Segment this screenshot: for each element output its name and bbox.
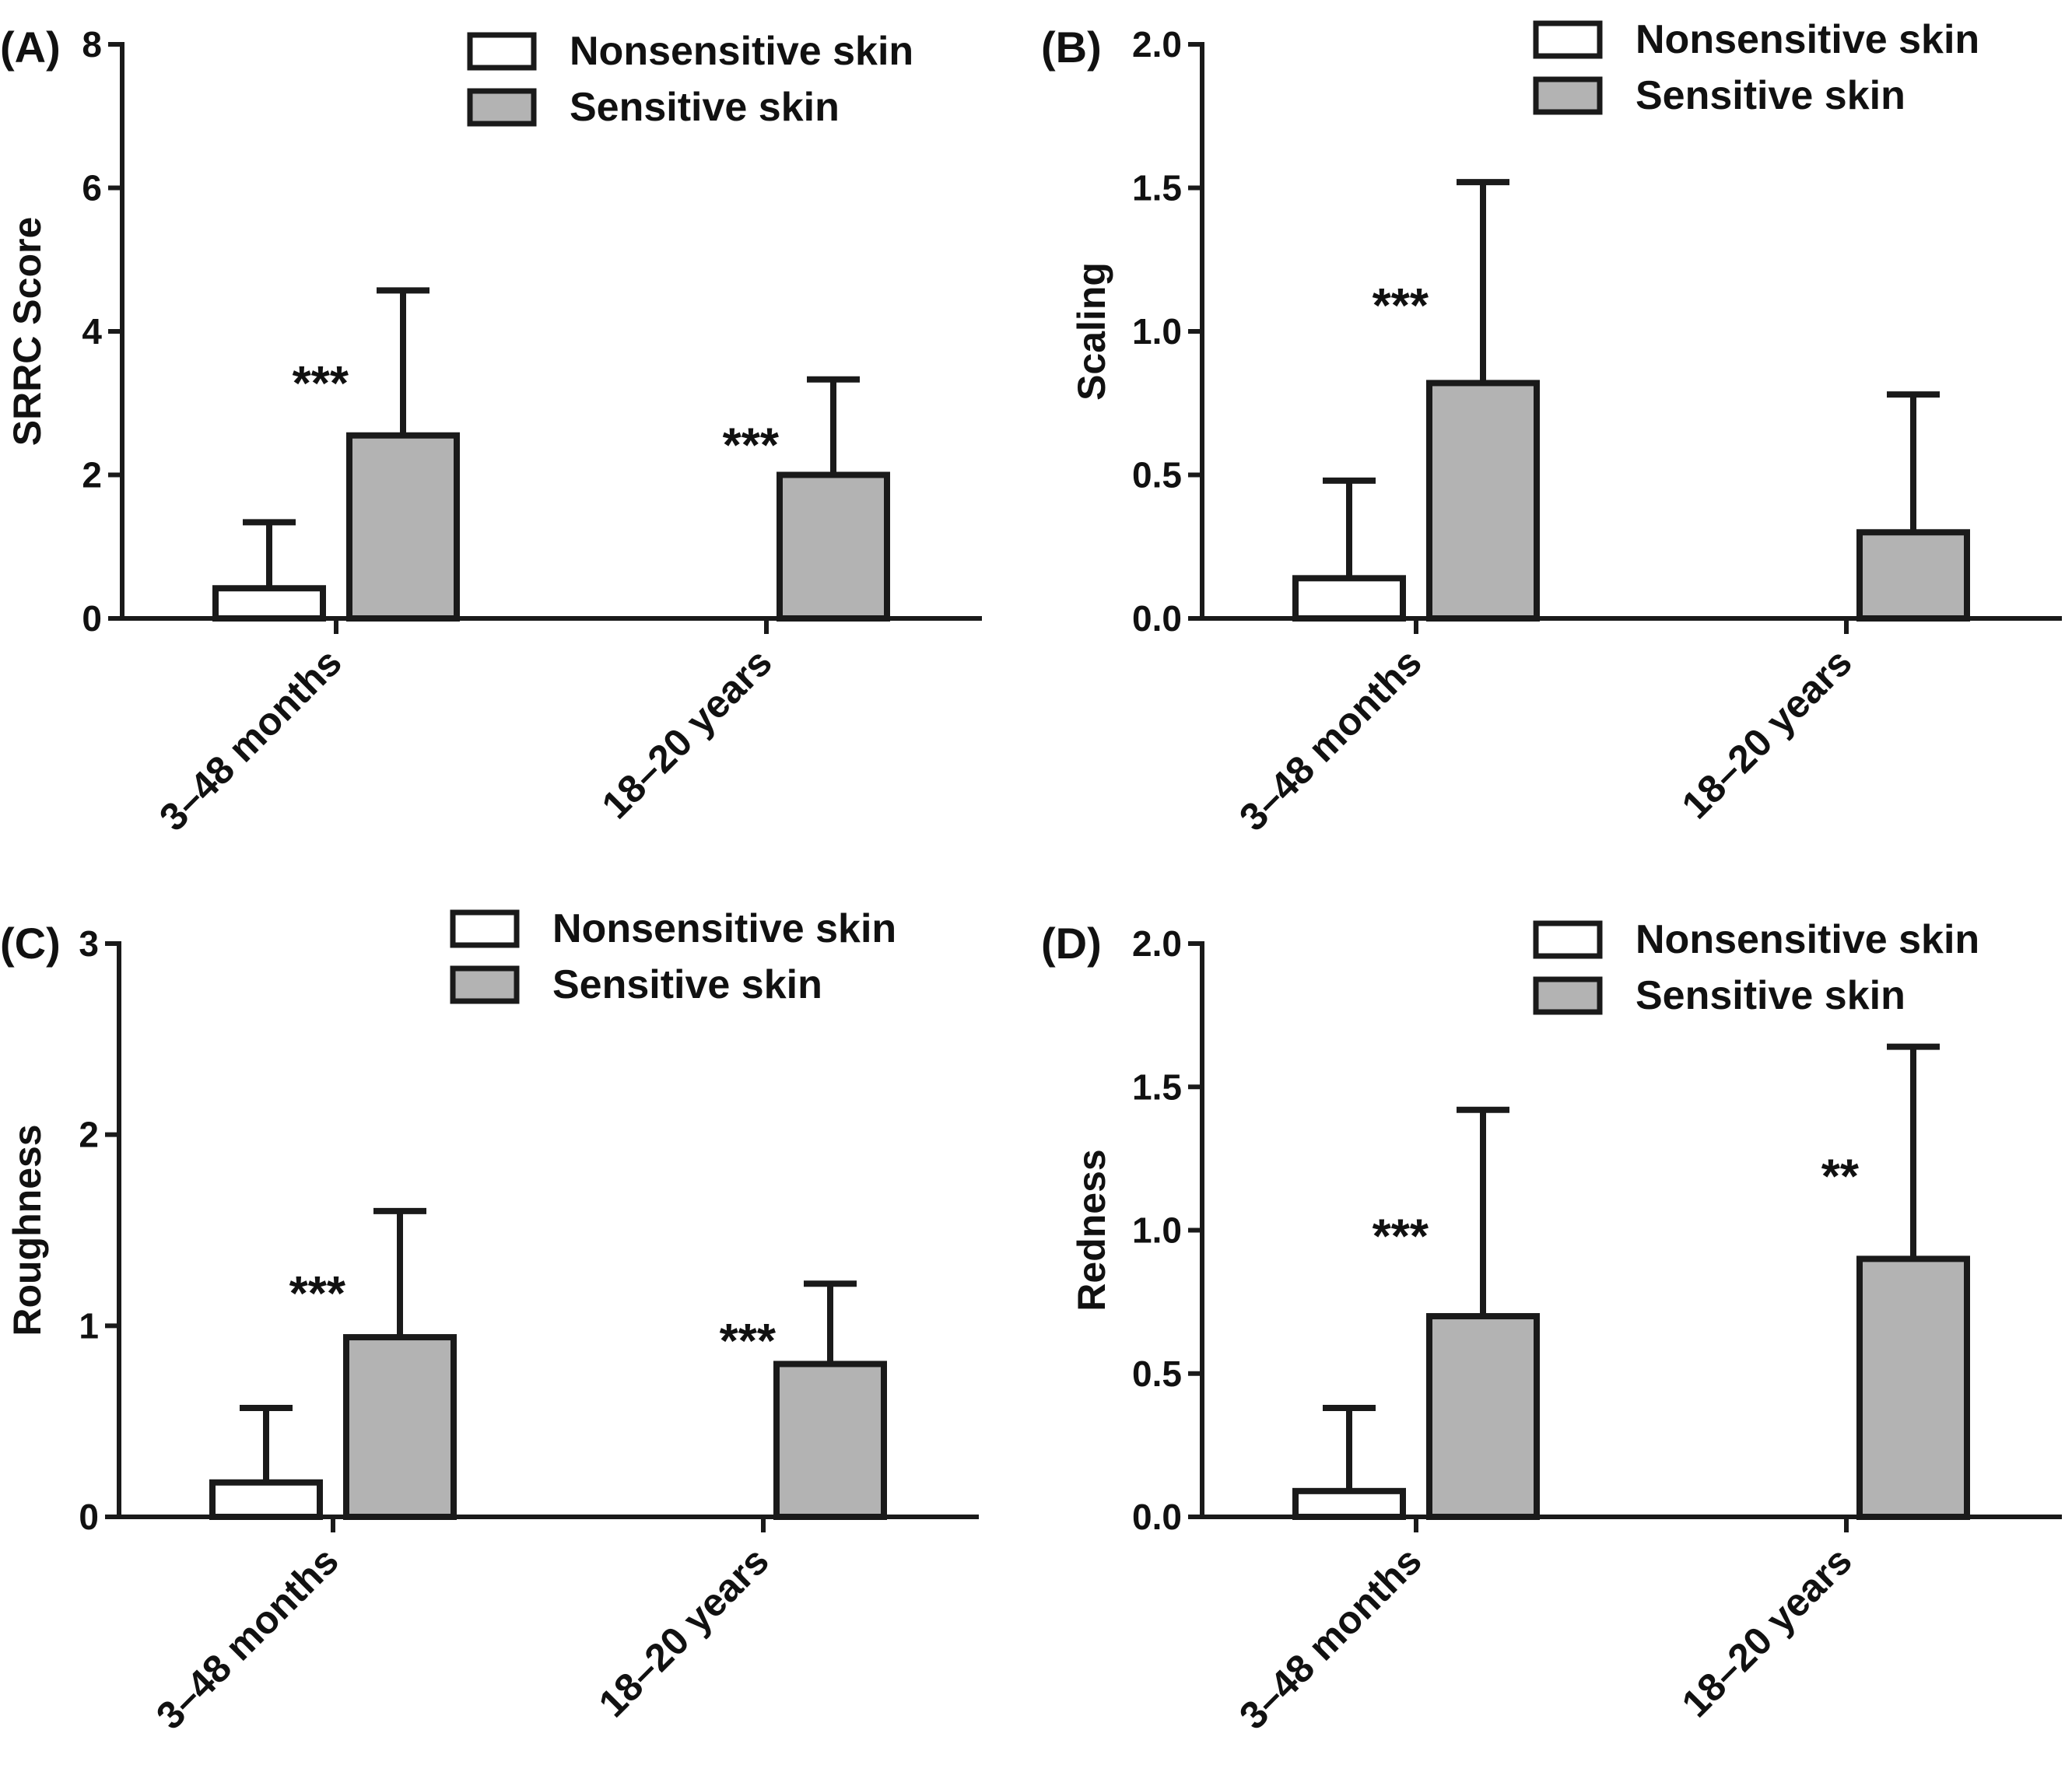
bar-nonsensitive [1292, 1487, 1406, 1520]
legend-swatch-sensitive [1533, 976, 1603, 1015]
x-tick-label: 3–48 months [151, 640, 350, 839]
legend-swatch-nonsensitive [1533, 920, 1603, 959]
bar-sensitive [343, 1334, 457, 1521]
y-tick-label: 0.0 [1132, 1497, 1182, 1537]
y-axis-label: Roughness [5, 1124, 49, 1336]
y-tick-label: 1.5 [1132, 1066, 1182, 1107]
x-tick-label: 3–48 months [1231, 1539, 1430, 1738]
y-tick-label: 0 [82, 598, 102, 639]
bar-sensitive [1426, 1313, 1540, 1521]
significance-marker: ** [1821, 1150, 1860, 1204]
significance-marker: *** [720, 1315, 777, 1368]
y-tick-label: 0.0 [1132, 598, 1182, 639]
bar-nonsensitive [212, 585, 326, 622]
legend-label: Nonsensitive skin [1636, 17, 1979, 62]
bar-sensitive [346, 432, 460, 622]
y-tick-label: 2 [79, 1115, 99, 1155]
chart-panel-a: (A) SRRC Score 0 2 4 6 8 3–48 months *** 18–20 ye… [0, 23, 982, 839]
y-tick-label: 6 [82, 168, 102, 208]
panel-label: (D) [1041, 919, 1102, 968]
significance-marker: *** [293, 357, 349, 411]
legend-swatch-nonsensitive [1533, 20, 1603, 59]
x-tick-label: 3–48 months [1231, 640, 1430, 839]
significance-marker: *** [1373, 279, 1429, 333]
bar-sensitive [773, 1361, 887, 1521]
bar-sensitive [777, 471, 890, 622]
chart-panel-b: (B) Scaling 0.0 0.5 1.0 1.5 2.0 3–48 months *** 1… [1041, 17, 2062, 839]
legend-label: Nonsensitive skin [570, 29, 913, 74]
significance-marker: *** [1373, 1210, 1429, 1264]
y-axis-label: SRRC Score [5, 217, 49, 447]
y-axis-label: Redness [1070, 1149, 1113, 1311]
y-tick-label: 1.0 [1132, 1210, 1182, 1251]
chart-panel-d: (D) Redness 0.0 0.5 1.0 1.5 2.0 3–48 months *** 1… [1041, 917, 2062, 1738]
legend-swatch-sensitive [1533, 76, 1603, 115]
y-tick-label: 4 [82, 311, 102, 352]
y-tick-label: 0.5 [1132, 1354, 1182, 1394]
legend-swatch-nonsensitive [450, 909, 520, 948]
legend-label: Sensitive skin [570, 85, 840, 130]
x-tick-label: 18–20 years [1674, 640, 1860, 827]
y-tick-label: 8 [82, 24, 102, 65]
chart-panel-c: (C) Roughness 0 1 2 3 3–48 months *** 18–20 year… [0, 906, 979, 1738]
x-tick-label: 18–20 years [591, 1539, 777, 1725]
significance-marker: *** [723, 418, 780, 472]
legend-label: Nonsensitive skin [552, 906, 896, 951]
y-tick-label: 0.5 [1132, 455, 1182, 496]
bar-sensitive [1856, 529, 1970, 622]
panel-label: (C) [0, 919, 61, 968]
legend-label: Sensitive skin [1636, 973, 1905, 1018]
bar-nonsensitive [1292, 575, 1406, 622]
y-axis-label: Scaling [1070, 262, 1113, 401]
y-tick-label: 0 [79, 1497, 99, 1537]
legend-label: Sensitive skin [552, 962, 822, 1007]
legend-swatch-sensitive [450, 965, 520, 1004]
panel-label: (A) [0, 23, 61, 72]
legend-swatch-nonsensitive [467, 32, 537, 71]
y-tick-label: 2.0 [1132, 24, 1182, 65]
legend-label: Nonsensitive skin [1636, 917, 1979, 962]
x-tick-label: 18–20 years [1674, 1539, 1860, 1725]
panel-label: (B) [1041, 23, 1102, 72]
bar-sensitive [1856, 1255, 1970, 1520]
y-tick-label: 1.5 [1132, 168, 1182, 208]
legend-label: Sensitive skin [1636, 73, 1905, 118]
y-tick-label: 1.0 [1132, 311, 1182, 352]
legend-swatch-sensitive [467, 88, 537, 127]
bar-nonsensitive [209, 1479, 323, 1521]
significance-marker: *** [289, 1267, 346, 1321]
y-tick-label: 1 [79, 1305, 99, 1346]
y-tick-label: 2.0 [1132, 923, 1182, 964]
y-tick-label: 3 [79, 923, 99, 964]
y-tick-label: 2 [82, 455, 102, 496]
bar-sensitive [1426, 380, 1540, 622]
x-tick-label: 18–20 years [594, 640, 780, 827]
x-tick-label: 3–48 months [148, 1539, 347, 1738]
